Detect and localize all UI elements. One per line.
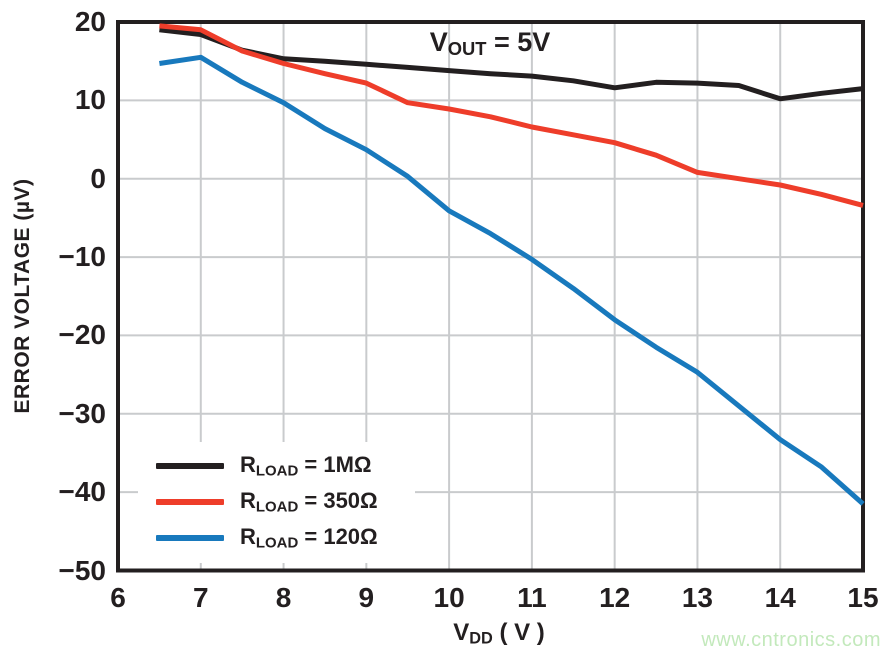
legend-label-350ohm-value: = 350Ω bbox=[298, 488, 378, 514]
y-tick-label: 10 bbox=[74, 84, 106, 116]
legend-label-120ohm-value: = 120Ω bbox=[298, 524, 378, 550]
y-tick-label: −30 bbox=[58, 397, 107, 429]
x-tick-label: 10 bbox=[433, 582, 465, 613]
y-axis-title: ERROR VOLTAGE (µV) bbox=[11, 178, 34, 414]
legend-row-1mohm: RLOAD = 1MΩ bbox=[156, 448, 378, 484]
y-tick-label: −40 bbox=[58, 476, 107, 508]
legend-swatch-1mohm bbox=[156, 463, 224, 469]
y-tick-label: 20 bbox=[74, 6, 106, 37]
series-line-1mohm bbox=[159, 27, 864, 102]
legend-label-120ohm-prefix: R bbox=[240, 524, 256, 550]
x-axis-title-subscript: DD bbox=[469, 629, 493, 648]
series-line-120ohm bbox=[159, 54, 865, 506]
legend-label-1mohm-subscript: LOAD bbox=[255, 462, 299, 480]
legend-label-120ohm-subscript: LOAD bbox=[255, 534, 299, 552]
legend-label-120ohm: RLOAD = 120Ω bbox=[240, 524, 378, 551]
x-tick-label: 12 bbox=[599, 582, 631, 613]
legend-label-350ohm: RLOAD = 350Ω bbox=[240, 488, 378, 515]
y-tick-label: −20 bbox=[58, 319, 107, 351]
x-axis-title-unit: ( V ) bbox=[492, 619, 545, 646]
x-tick-label: 7 bbox=[192, 582, 209, 613]
vout-annotation: VOUT = 5V bbox=[430, 27, 551, 60]
y-tick-label: 0 bbox=[90, 162, 106, 194]
legend-row-350ohm: RLOAD = 350Ω bbox=[156, 484, 378, 520]
legend-label-350ohm-prefix: R bbox=[240, 488, 256, 514]
series-line-350ohm bbox=[159, 23, 864, 208]
x-tick-label: 6 bbox=[110, 582, 126, 613]
legend-row-120ohm: RLOAD = 120Ω bbox=[156, 520, 378, 556]
x-tick-label: 11 bbox=[517, 582, 547, 613]
legend: RLOAD = 1MΩ RLOAD = 350Ω RLOAD = 120Ω bbox=[156, 448, 378, 556]
x-axis-title: VDD ( V ) bbox=[453, 619, 545, 649]
vout-annotation-value: = 5V bbox=[486, 27, 551, 57]
y-tick-label: −10 bbox=[58, 241, 107, 273]
x-tick-label: 9 bbox=[358, 582, 375, 613]
legend-label-1mohm: RLOAD = 1MΩ bbox=[240, 452, 372, 479]
plot-border bbox=[116, 20, 865, 573]
x-tick-label: 13 bbox=[681, 582, 714, 613]
legend-label-350ohm-subscript: LOAD bbox=[255, 498, 299, 516]
x-tick-label: 15 bbox=[847, 582, 879, 613]
x-tick-label: 14 bbox=[764, 582, 796, 613]
legend-label-1mohm-value: = 1MΩ bbox=[298, 452, 372, 478]
legend-swatch-350ohm bbox=[156, 499, 224, 505]
watermark: www.cntronics.com bbox=[701, 629, 881, 651]
legend-swatch-120ohm bbox=[156, 535, 224, 541]
legend-label-1mohm-prefix: R bbox=[240, 452, 256, 478]
x-tick-label: 8 bbox=[275, 582, 292, 613]
vout-annotation-subscript: OUT bbox=[447, 38, 487, 60]
vout-annotation-symbol: V bbox=[429, 27, 448, 57]
y-tick-label: −50 bbox=[58, 554, 107, 586]
x-axis-title-symbol: V bbox=[453, 619, 470, 646]
